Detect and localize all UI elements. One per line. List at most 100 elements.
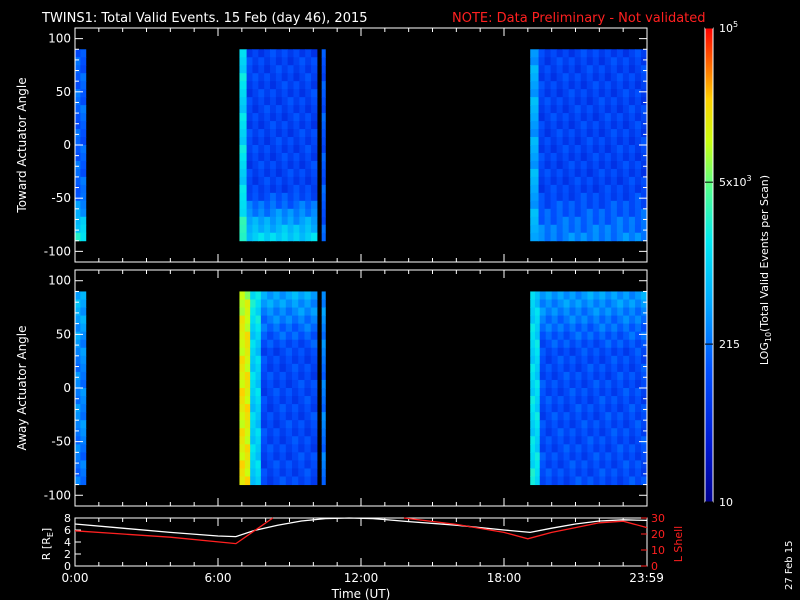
heatmap-cell <box>246 152 253 162</box>
heatmap-cell <box>616 192 624 202</box>
heatmap-cell <box>258 97 265 106</box>
heatmap-cell <box>258 168 265 178</box>
heatmap-cell <box>80 420 87 429</box>
heatmap-cell <box>80 168 87 178</box>
heatmap-cell <box>545 299 553 309</box>
heatmap-cell <box>275 145 283 154</box>
heatmap-cell <box>629 476 636 486</box>
heatmap-cell <box>629 460 636 469</box>
heatmap-cell <box>246 65 253 74</box>
heatmap-cell <box>75 412 81 421</box>
heatmap-cell <box>239 420 246 429</box>
heatmap-cell <box>634 176 642 186</box>
heatmap-cell <box>292 388 299 397</box>
heatmap-cell <box>622 176 630 186</box>
heatmap-cell <box>568 168 576 178</box>
heatmap-cell <box>610 152 618 162</box>
heatmap-cell <box>616 152 624 162</box>
heatmap-cell <box>610 168 618 178</box>
heatmap-cell <box>544 129 552 138</box>
heatmap-cell <box>264 145 271 154</box>
heatmap-cell <box>252 208 259 218</box>
heatmap-cell <box>258 113 265 122</box>
heatmap-cell <box>281 113 289 122</box>
heatmap-cell <box>304 428 312 437</box>
heatmap-cell <box>538 145 546 154</box>
heatmap-cell <box>598 65 606 74</box>
heatmap-cell <box>287 73 294 82</box>
heatmap-cell <box>580 224 588 234</box>
heatmap-cell <box>80 339 87 349</box>
heatmap-cell <box>605 331 612 341</box>
heatmap-cell <box>267 291 274 300</box>
heatmap-cell <box>275 232 283 242</box>
heatmap-cell <box>598 73 606 82</box>
heatmap-cell <box>299 65 306 74</box>
heatmap-cell <box>569 420 576 429</box>
heatmap-cell <box>304 468 312 477</box>
heatmap-cell <box>586 89 594 98</box>
heatmap-cell <box>580 200 588 210</box>
heatmap-cell <box>622 168 630 178</box>
heatmap-cell <box>545 396 553 405</box>
heatmap-cell <box>629 315 636 325</box>
heatmap-cell <box>311 57 318 66</box>
heatmap-cell <box>292 476 299 486</box>
heatmap-cell <box>635 371 642 381</box>
heatmap-cell <box>593 468 600 477</box>
heatmap-cell <box>605 452 612 461</box>
heatmap-cell <box>270 176 277 186</box>
heatmap-cell <box>545 323 553 333</box>
heatmap-cell <box>255 371 262 381</box>
heatmap-cell <box>279 363 287 373</box>
heatmap-cell <box>574 200 582 210</box>
heatmap-cell <box>545 307 553 317</box>
heatmap-cell <box>285 428 293 437</box>
heatmap-cell <box>530 299 536 309</box>
heatmap-cell <box>617 412 624 421</box>
heatmap-cell <box>275 73 283 82</box>
heatmap-cell <box>293 145 300 154</box>
heatmap-cell <box>629 420 636 429</box>
heatmap-cell <box>292 299 299 309</box>
heatmap-cell <box>80 388 87 397</box>
heatmap-cell <box>244 371 251 381</box>
heatmap-cell <box>599 299 606 309</box>
heatmap-cell <box>264 152 271 162</box>
heatmap-cell <box>275 176 283 186</box>
heatmap-cell <box>275 168 283 178</box>
heatmap-cell <box>623 412 630 421</box>
xtick-label: 18:00 <box>487 571 522 585</box>
heatmap-cell <box>305 121 312 130</box>
heatmap-cell <box>239 81 248 90</box>
heatmap-cell <box>275 65 283 74</box>
heatmap-cell <box>250 299 257 309</box>
heatmap-cell <box>273 315 281 325</box>
heatmap-cell <box>550 216 558 226</box>
heatmap-cell <box>545 436 553 445</box>
heatmap-cell <box>551 315 559 325</box>
heatmap-cell <box>635 460 642 469</box>
heatmap-cell <box>321 97 326 106</box>
heatmap-cell <box>628 81 636 90</box>
heatmap-cell <box>641 307 648 317</box>
heatmap-cell <box>617 460 624 469</box>
heatmap-cell <box>635 347 642 357</box>
heatmap-cell <box>634 232 642 242</box>
heatmap-cell <box>305 168 312 178</box>
heatmap-cell <box>628 137 636 146</box>
heatmap-cell <box>281 97 289 106</box>
left-ytick-label: 0 <box>64 560 71 573</box>
heatmap-cell <box>75 152 81 162</box>
heatmap-cell <box>586 192 594 202</box>
heatmap-cell <box>617 323 624 333</box>
heatmap-cell <box>617 420 624 429</box>
heatmap-cell <box>250 323 257 333</box>
heatmap-cell <box>562 89 570 98</box>
heatmap-cell <box>622 49 630 58</box>
heatmap-cell <box>310 363 318 373</box>
heatmap-cell <box>604 160 612 170</box>
heatmap-cell <box>616 73 624 82</box>
heatmap-cell <box>635 388 642 397</box>
heatmap-cell <box>587 388 594 397</box>
